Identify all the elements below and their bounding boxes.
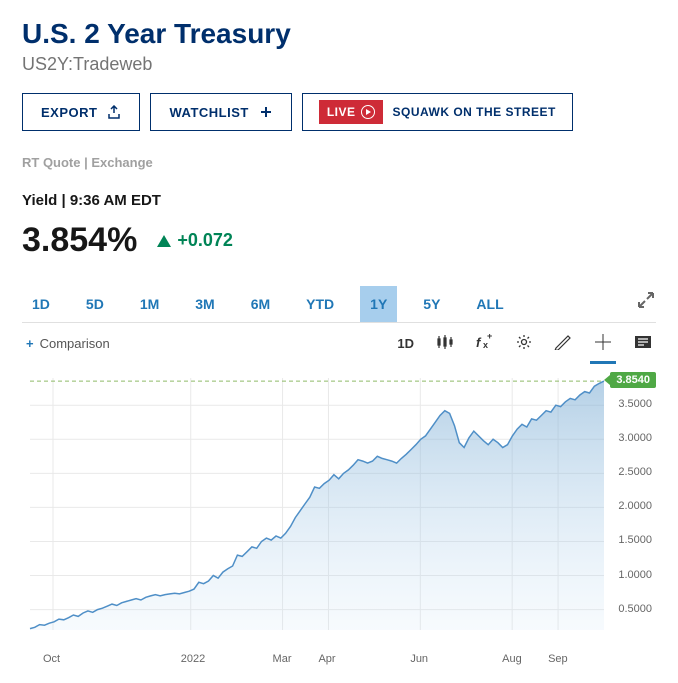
x-axis-label: Jun <box>410 653 428 665</box>
range-all[interactable]: ALL <box>466 286 513 322</box>
comparison-label: Comparison <box>40 336 110 351</box>
live-button[interactable]: LIVE SQUAWK ON THE STREET <box>302 93 573 131</box>
y-axis-label: 3.0000 <box>618 432 652 444</box>
range-3m[interactable]: 3M <box>185 286 224 322</box>
upload-icon <box>107 105 121 119</box>
change-value: +0.072 <box>177 230 233 251</box>
x-axis-label: Mar <box>273 653 292 665</box>
y-axis-label: 2.0000 <box>618 500 652 512</box>
quote-source: RT Quote | Exchange <box>22 155 656 170</box>
range-1m[interactable]: 1M <box>130 286 169 322</box>
y-axis-label: 0.5000 <box>618 603 652 615</box>
arrow-up-icon <box>157 235 171 247</box>
live-badge: LIVE <box>319 100 383 124</box>
yield-change: +0.072 <box>157 230 233 251</box>
plus-small-icon: + <box>26 336 34 351</box>
live-label: LIVE <box>327 105 356 119</box>
svg-text:x: x <box>483 340 488 350</box>
tool-icons: 1D fx+ <box>397 333 652 354</box>
x-axis-label: Aug <box>502 653 522 665</box>
export-label: EXPORT <box>41 105 97 120</box>
range-ytd[interactable]: YTD <box>296 286 344 322</box>
chart-toolbar: + Comparison 1D fx+ <box>22 323 656 364</box>
current-yield: 3.854% <box>22 221 137 260</box>
export-button[interactable]: EXPORT <box>22 93 140 131</box>
y-axis-label: 1.0000 <box>618 569 652 581</box>
yield-timestamp: Yield | 9:36 AM EDT <box>22 192 656 209</box>
time-range-tabs: 1D 5D 1M 3M 6M YTD 1Y 5Y ALL <box>22 286 656 323</box>
range-1d[interactable]: 1D <box>22 286 60 322</box>
y-axis-label: 2.5000 <box>618 466 652 478</box>
ticker-subtitle: US2Y:Tradeweb <box>22 54 656 75</box>
plus-icon <box>259 105 273 119</box>
watchlist-button[interactable]: WATCHLIST <box>150 93 291 131</box>
draw-icon[interactable] <box>554 334 572 353</box>
crosshair-icon[interactable] <box>594 333 612 354</box>
candlestick-icon[interactable] <box>436 334 454 353</box>
price-row: 3.854% +0.072 <box>22 221 656 260</box>
range-5d[interactable]: 5D <box>76 286 114 322</box>
svg-text:+: + <box>487 334 492 341</box>
page-title: U.S. 2 Year Treasury <box>22 18 656 50</box>
chart-area[interactable]: 0.5000 1.0000 1.5000 2.0000 2.5000 3.0000 3.50… <box>22 370 656 665</box>
x-axis-label: Oct <box>43 653 60 665</box>
squawk-label: SQUAWK ON THE STREET <box>393 105 556 119</box>
comparison-button[interactable]: + Comparison <box>26 336 110 351</box>
x-axis-label: Sep <box>548 653 568 665</box>
annotate-icon[interactable] <box>634 335 652 352</box>
range-1y[interactable]: 1Y <box>360 286 397 322</box>
current-value-badge: 3.8540 <box>610 372 656 388</box>
play-icon <box>361 105 375 119</box>
y-axis-label: 3.5000 <box>618 398 652 410</box>
watchlist-label: WATCHLIST <box>169 105 248 120</box>
range-5y[interactable]: 5Y <box>413 286 450 322</box>
x-axis-label: Apr <box>318 653 335 665</box>
y-axis-label: 1.5000 <box>618 534 652 546</box>
indicator-icon[interactable]: fx+ <box>476 334 494 353</box>
interval-button[interactable]: 1D <box>397 336 414 351</box>
svg-text:f: f <box>476 335 482 350</box>
x-axis-label: 2022 <box>181 653 205 665</box>
range-6m[interactable]: 6M <box>241 286 280 322</box>
action-buttons: EXPORT WATCHLIST LIVE SQUAWK ON THE STRE… <box>22 93 656 131</box>
settings-icon[interactable] <box>516 334 532 353</box>
expand-icon[interactable] <box>636 290 656 315</box>
